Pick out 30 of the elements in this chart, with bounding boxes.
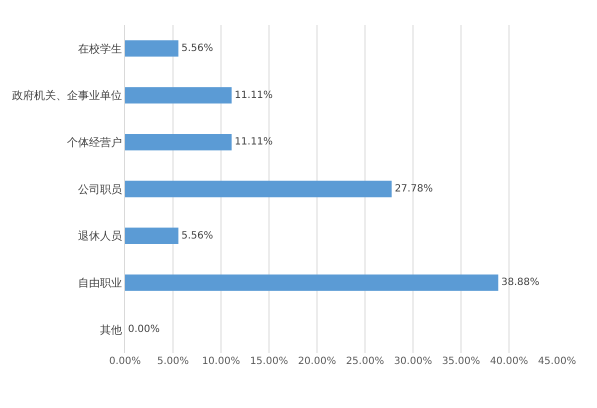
bar xyxy=(125,134,232,150)
x-tick-label: 15.00% xyxy=(250,356,288,367)
y-tick-label: 政府机关、企事业单位 xyxy=(12,89,122,102)
data-label: 11.11% xyxy=(234,136,273,148)
data-label: 5.56% xyxy=(181,42,214,54)
y-tick-label: 其他 xyxy=(100,323,122,336)
data-label: 27.78% xyxy=(394,184,433,194)
x-tick-label: 25.00% xyxy=(346,356,384,367)
data-label: 0.00% xyxy=(128,324,160,336)
y-tick-label: 公司职员 xyxy=(78,182,122,196)
x-tick-label: 30.00% xyxy=(394,356,432,367)
y-tick-label: 自由职业 xyxy=(78,276,122,290)
data-label: 11.11% xyxy=(234,90,273,101)
bar xyxy=(125,274,498,291)
x-tick-label: 40.00% xyxy=(490,356,528,367)
x-tick-label: 20.00% xyxy=(298,356,336,367)
x-tick-label: 0.00% xyxy=(109,356,141,367)
y-tick-label: 个体经营户 xyxy=(66,136,122,149)
y-tick-label: 退休人员 xyxy=(78,230,122,243)
x-tick-label: 45.00% xyxy=(538,356,576,367)
y-tick-label: 在校学生 xyxy=(78,42,122,56)
bar xyxy=(125,40,178,57)
x-tick-label: 5.00% xyxy=(157,356,189,367)
bar xyxy=(125,228,178,244)
x-tick-label: 10.00% xyxy=(202,356,240,367)
bar xyxy=(125,87,232,104)
x-tick-label: 35.00% xyxy=(442,356,480,367)
data-label: 38.88% xyxy=(501,277,540,288)
bar xyxy=(125,180,392,198)
data-label: 5.56% xyxy=(181,230,214,242)
